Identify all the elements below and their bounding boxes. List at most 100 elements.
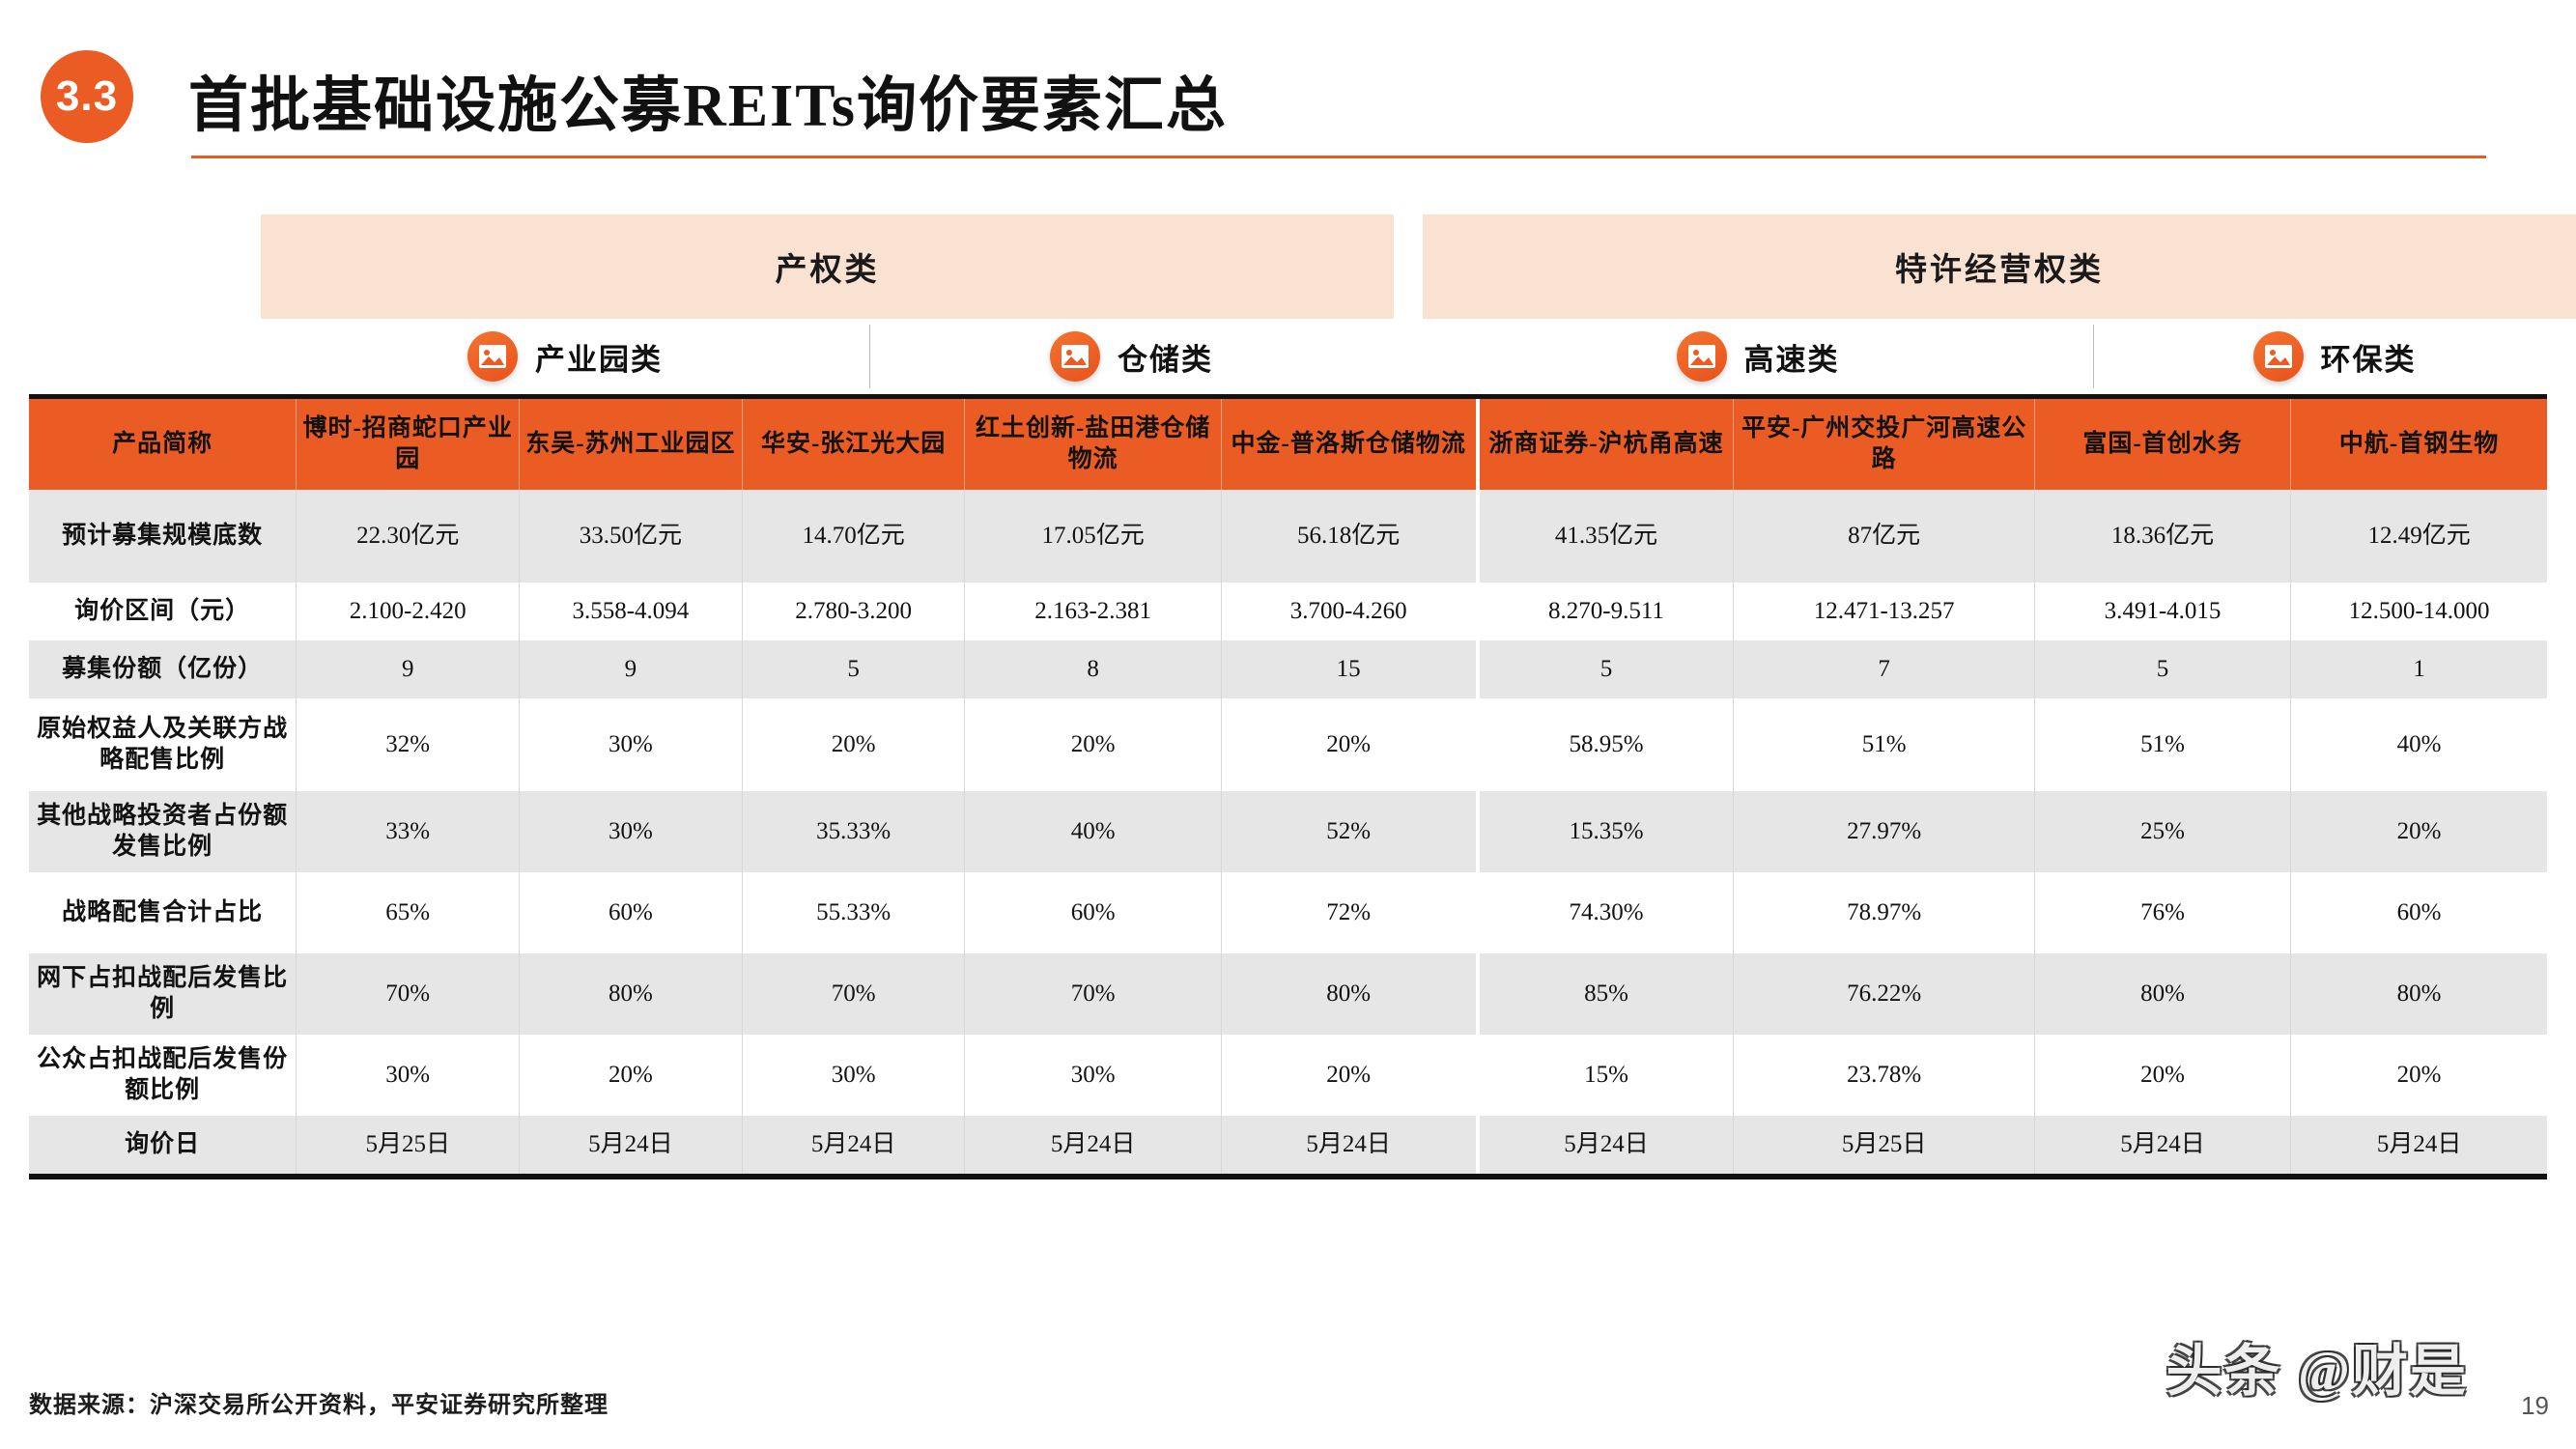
table-row: 募集份额（亿份） 9 9 5 8 15 5 7 5 1 — [29, 640, 2547, 698]
subcategory-highway: 高速类 — [1423, 319, 2093, 394]
column-header-fullgoal: 富国-首创水务 — [2034, 394, 2292, 490]
table-cell: 2.163-2.381 — [964, 582, 1222, 640]
image-icon — [1050, 331, 1100, 382]
table-cell: 51% — [1733, 698, 2035, 791]
table-cell: 9 — [296, 640, 521, 698]
table-cell: 5月24日 — [964, 1116, 1222, 1179]
table-cell: 5月25日 — [1733, 1116, 2035, 1179]
column-header-avic: 中航-首钢生物 — [2290, 394, 2547, 490]
subcategory-environmental: 环保类 — [2093, 319, 2576, 394]
table-cell: 60% — [964, 872, 1222, 953]
table-cell: 15% — [1477, 1035, 1735, 1116]
table-cell: 30% — [519, 791, 743, 872]
table-cell: 12.500-14.000 — [2290, 582, 2547, 640]
table-row: 原始权益人及关联方战略配售比例 32% 30% 20% 20% 20% 58.9… — [29, 698, 2547, 791]
table-cell: 5 — [742, 640, 966, 698]
page-number: 19 — [2521, 1391, 2549, 1420]
table-cell: 5 — [1477, 640, 1735, 698]
section-number-badge: 3.3 — [41, 50, 133, 143]
image-icon — [2252, 331, 2304, 382]
column-header-cicc: 中金-普洛斯仓储物流 — [1221, 394, 1480, 490]
table-cell: 20% — [1221, 698, 1480, 791]
reit-data-table: 产品简称 博时-招商蛇口产业园 东吴-苏州工业园区 华安-张江光大园 红土创新-… — [29, 394, 2547, 1179]
table-row: 预计募集规模底数 22.30亿元 33.50亿元 14.70亿元 17.05亿元… — [29, 490, 2547, 582]
table-cell: 80% — [519, 953, 743, 1035]
table-cell: 5月24日 — [1221, 1116, 1480, 1179]
table-cell: 27.97% — [1733, 791, 2035, 872]
table-cell: 52% — [1221, 791, 1480, 872]
table-cell: 3.700-4.260 — [1221, 582, 1480, 640]
row-label: 原始权益人及关联方战略配售比例 — [29, 698, 297, 791]
row-label: 战略配售合计占比 — [29, 872, 297, 953]
table-cell: 72% — [1221, 872, 1480, 953]
group-header-franchise-rights: 特许经营权类 — [1423, 214, 2576, 319]
subcategory-label: 仓储类 — [1118, 342, 1213, 377]
row-label: 其他战略投资者占份额发售比例 — [29, 791, 297, 872]
subcategory-spacer — [29, 319, 261, 394]
table-cell: 20% — [2290, 1035, 2547, 1116]
column-header-bosera: 博时-招商蛇口产业园 — [296, 394, 521, 490]
subcategory-warehousing: 仓储类 — [869, 319, 1394, 394]
table-cell: 8.270-9.511 — [1477, 582, 1735, 640]
table-cell: 2.100-2.420 — [296, 582, 521, 640]
table-cell: 60% — [519, 872, 743, 953]
table-row: 战略配售合计占比 65% 60% 55.33% 60% 72% 74.30% 7… — [29, 872, 2547, 953]
table-cell: 80% — [2290, 953, 2547, 1035]
table-cell: 56.18亿元 — [1221, 490, 1480, 582]
table-cell: 80% — [2034, 953, 2292, 1035]
table-cell: 74.30% — [1477, 872, 1735, 953]
row-label: 询价日 — [29, 1116, 297, 1179]
table-cell: 33.50亿元 — [519, 490, 743, 582]
subcategory-label: 高速类 — [1743, 342, 1840, 377]
table-cell: 5月24日 — [519, 1116, 743, 1179]
table-row: 网下占扣战配后发售比例 70% 80% 70% 70% 80% 85% 76.2… — [29, 953, 2547, 1035]
table-cell: 5月24日 — [2290, 1116, 2547, 1179]
group-header-row: 产权类 特许经营权类 — [0, 214, 2576, 319]
table-cell: 65% — [296, 872, 521, 953]
column-header-soochow: 东吴-苏州工业园区 — [519, 394, 743, 490]
column-header-hongtu: 红土创新-盐田港仓储物流 — [964, 394, 1222, 490]
column-header-product-name: 产品简称 — [29, 394, 297, 490]
table-cell: 3.491-4.015 — [2034, 582, 2292, 640]
table-cell: 20% — [964, 698, 1222, 791]
table-cell: 20% — [1221, 1035, 1480, 1116]
table-cell: 8 — [964, 640, 1222, 698]
table-cell: 12.471-13.257 — [1733, 582, 2035, 640]
table-cell: 5 — [2034, 640, 2292, 698]
column-header-pingan: 平安-广州交投广河高速公路 — [1733, 394, 2035, 490]
table-cell: 30% — [964, 1035, 1222, 1116]
group-header-spacer — [29, 214, 261, 319]
table-cell: 5月24日 — [2034, 1116, 2292, 1179]
table-cell: 12.49亿元 — [2290, 490, 2547, 582]
table-cell: 15.35% — [1477, 791, 1735, 872]
table-cell: 18.36亿元 — [2034, 490, 2292, 582]
table-cell: 40% — [964, 791, 1222, 872]
row-label: 网下占扣战配后发售比例 — [29, 953, 297, 1035]
table-row: 公众占扣战配后发售份额比例 30% 20% 30% 30% 20% 15% 23… — [29, 1035, 2547, 1116]
table-cell: 76.22% — [1733, 953, 2035, 1035]
table-cell: 55.33% — [742, 872, 966, 953]
image-icon — [1676, 331, 1727, 382]
table-cell: 32% — [296, 698, 521, 791]
subcategory-row: 产业园类 仓储类 高速类 — [0, 319, 2576, 394]
table-cell: 30% — [296, 1035, 521, 1116]
table-cell: 80% — [1221, 953, 1480, 1035]
table-cell: 51% — [2034, 698, 2292, 791]
group-header-property-rights: 产权类 — [261, 214, 1394, 319]
page-title: 首批基础设施公募REITs询价要素汇总 — [188, 73, 1229, 139]
watermark: 头条 @财是 — [2166, 1340, 2468, 1403]
table-cell: 87亿元 — [1733, 490, 2035, 582]
table-cell: 1 — [2290, 640, 2547, 698]
table-cell: 20% — [519, 1035, 743, 1116]
table-cell: 17.05亿元 — [964, 490, 1222, 582]
table-cell: 7 — [1733, 640, 2035, 698]
table-cell: 78.97% — [1733, 872, 2035, 953]
table-cell: 5月24日 — [742, 1116, 966, 1179]
table-cell: 35.33% — [742, 791, 966, 872]
column-header-huaan: 华安-张江光大园 — [742, 394, 966, 490]
table-row: 其他战略投资者占份额发售比例 33% 30% 35.33% 40% 52% 15… — [29, 791, 2547, 872]
table-cell: 20% — [742, 698, 966, 791]
table-row: 询价区间（元） 2.100-2.420 3.558-4.094 2.780-3.… — [29, 582, 2547, 640]
title-underline-rule — [191, 156, 2486, 158]
subcategory-gap — [1394, 319, 1423, 394]
